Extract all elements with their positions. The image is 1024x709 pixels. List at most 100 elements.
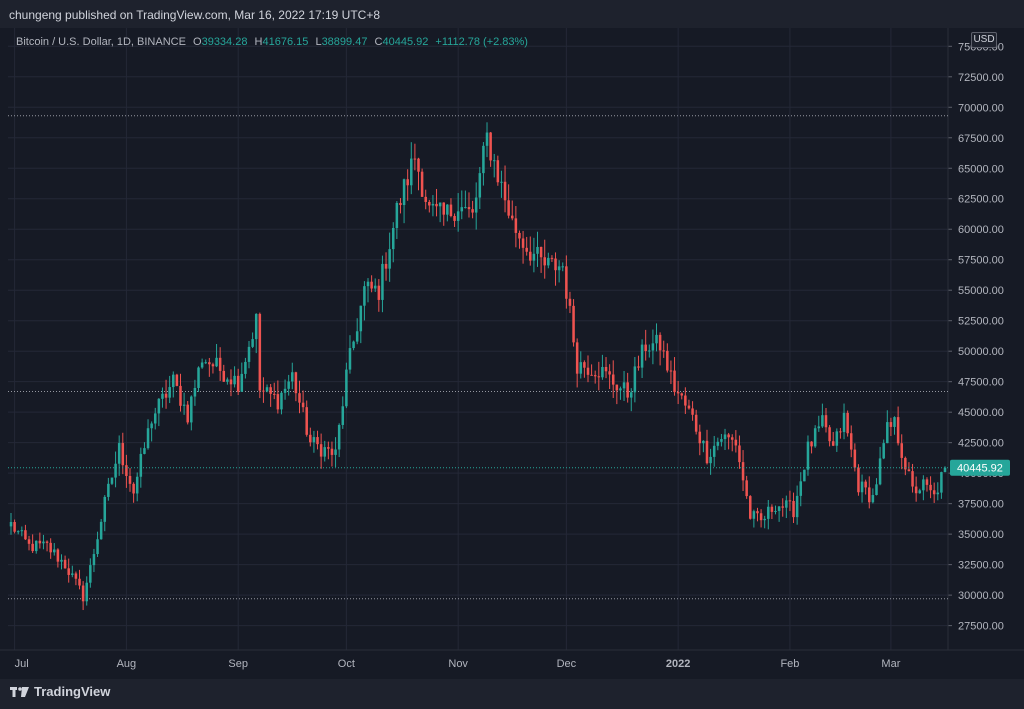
candle-body	[547, 257, 550, 266]
candle-body	[510, 215, 514, 219]
open-value: 39334.28	[201, 36, 248, 48]
candle-body	[788, 500, 792, 502]
candle-body	[424, 196, 427, 202]
candle-body	[583, 362, 586, 368]
candle-body	[449, 204, 453, 217]
last-price-tag	[950, 459, 1010, 476]
candle-body	[172, 374, 175, 388]
candle-body	[132, 483, 135, 494]
candle-body	[114, 463, 117, 478]
y-tick-label: 27500.00	[958, 621, 1004, 633]
candle-body	[817, 426, 821, 429]
candle-body	[74, 573, 78, 579]
candle-body	[889, 422, 893, 427]
candle-body	[839, 431, 842, 433]
candle-body	[727, 434, 730, 438]
y-tick-label: 30000.00	[958, 590, 1004, 602]
candle-body	[291, 372, 294, 382]
candle-body	[842, 412, 846, 433]
candle-body	[323, 447, 326, 457]
y-tick-label: 72500.00	[958, 72, 1004, 84]
candle-body	[489, 132, 492, 161]
candle-body	[45, 541, 49, 543]
candle-body	[128, 475, 132, 484]
candle-body	[492, 160, 496, 162]
candle-body	[831, 441, 835, 446]
y-tick-label: 45000.00	[958, 407, 1004, 419]
candle-body	[355, 331, 359, 342]
candle-body	[828, 427, 831, 442]
candle-body	[604, 366, 608, 372]
candle-body	[38, 540, 42, 544]
y-tick-label: 60000.00	[958, 224, 1004, 236]
candle-body	[565, 266, 568, 299]
candle-body	[648, 350, 651, 352]
candle-body	[316, 437, 319, 445]
candle-body	[521, 238, 525, 248]
candle-body	[247, 346, 251, 362]
candle-body	[651, 343, 655, 351]
candle-body	[456, 211, 460, 221]
high-label: H	[254, 36, 263, 48]
candle-body	[785, 500, 788, 508]
candle-body	[460, 207, 464, 212]
candle-body	[381, 263, 384, 300]
candle-body	[886, 422, 889, 444]
candle-body	[135, 476, 139, 494]
candle-body	[280, 392, 283, 410]
candle-body	[42, 541, 45, 544]
candle-body	[792, 500, 795, 518]
symbol-title: Bitcoin / U.S. Dollar, 1D, BINANCE	[16, 36, 186, 48]
candle-body	[89, 565, 92, 583]
candle-body	[146, 428, 150, 449]
candle-body	[846, 412, 849, 434]
candle-body	[622, 382, 626, 389]
candle-body	[276, 394, 280, 410]
candle-body	[327, 447, 330, 449]
candle-body	[464, 207, 467, 209]
low-value: 38899.47	[321, 36, 368, 48]
y-tick-label: 37500.00	[958, 499, 1004, 511]
candle-body	[402, 179, 406, 206]
candle-body	[554, 258, 557, 271]
candle-body	[911, 471, 914, 487]
currency-button[interactable]: USD	[971, 32, 997, 48]
candle-body	[377, 285, 381, 300]
candle-body	[485, 132, 489, 146]
candle-body	[644, 344, 647, 352]
y-tick-label: 65000.00	[958, 163, 1004, 175]
candle-body	[922, 479, 925, 491]
candle-body	[882, 443, 885, 459]
candle-body	[208, 362, 211, 365]
chart-area[interactable]	[0, 28, 1024, 679]
candle-body	[824, 415, 828, 428]
candle-body	[471, 209, 474, 213]
candle-body	[687, 405, 691, 409]
candle-body	[756, 511, 759, 514]
candle-body	[244, 361, 247, 374]
candle-body	[384, 263, 388, 269]
candle-body	[27, 539, 31, 544]
candle-body	[417, 158, 420, 172]
candle-body	[821, 415, 824, 427]
candle-body	[767, 506, 770, 519]
candle-body	[49, 542, 52, 553]
brand[interactable]: TradingView	[10, 684, 110, 699]
candle-body	[215, 357, 218, 367]
candle-body	[305, 407, 308, 435]
candle-body	[716, 441, 720, 446]
candle-body	[428, 201, 431, 206]
y-tick-label: 32500.00	[958, 560, 1004, 572]
candle-body	[593, 375, 597, 377]
tradingview-logo-icon	[10, 686, 29, 697]
candle-body	[702, 440, 705, 444]
candle-body	[518, 232, 521, 239]
candle-body	[853, 449, 857, 468]
candle-body	[78, 578, 81, 586]
candle-body	[85, 582, 88, 602]
candle-body	[929, 484, 932, 491]
candle-body	[871, 495, 875, 503]
candle-body	[795, 495, 799, 518]
candle-body	[806, 441, 810, 470]
